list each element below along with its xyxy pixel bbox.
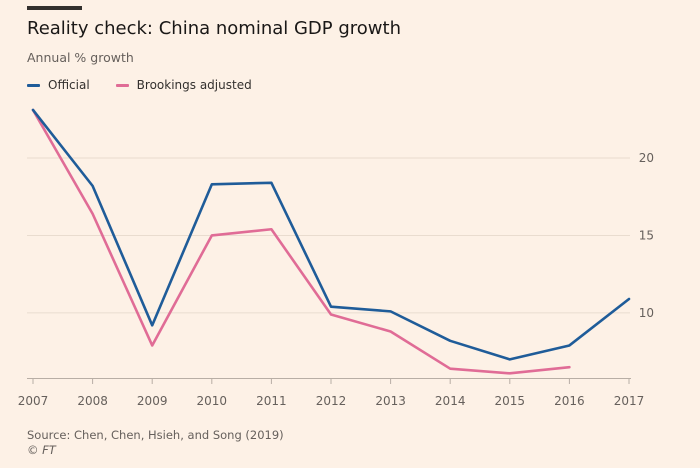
legend-item-official: Official [27,78,90,92]
legend-swatch-brookings [115,83,129,87]
x-tick-label-2014: 2014 [435,394,466,408]
legend-swatch-official [27,83,40,87]
x-tick-label-2008: 2008 [77,394,108,408]
x-tick-label-2011: 2011 [256,394,287,408]
ft-credit: © FT [27,443,56,457]
chart-subtitle: Annual % growth [27,50,134,65]
x-tick-label-2007: 2007 [18,394,49,408]
title-rule [27,6,82,10]
legend-item-brookings: Brookings adjusted [115,78,252,92]
legend: Official Brookings adjusted [27,77,278,93]
x-tick-label-2012: 2012 [316,394,347,408]
x-tick-label-2010: 2010 [197,394,228,408]
x-tick-label-2015: 2015 [495,394,526,408]
legend-label-official: Official [48,78,90,92]
y-tick-label-15: 15 [639,228,654,242]
x-tick-label-2016: 2016 [554,394,585,408]
source-note: Source: Chen, Chen, Hsieh, and Song (201… [27,428,284,442]
y-tick-label-10: 10 [639,306,654,320]
legend-label-brookings: Brookings adjusted [136,78,252,92]
y-tick-label-20: 20 [639,151,654,165]
x-tick-label-2017: 2017 [614,394,645,408]
x-tick-label-2013: 2013 [375,394,406,408]
series-line-brookings-adjusted [31,108,571,375]
x-tick-label-2009: 2009 [137,394,168,408]
chart-title: Reality check: China nominal GDP growth [27,18,401,39]
series-line-official [31,108,631,361]
